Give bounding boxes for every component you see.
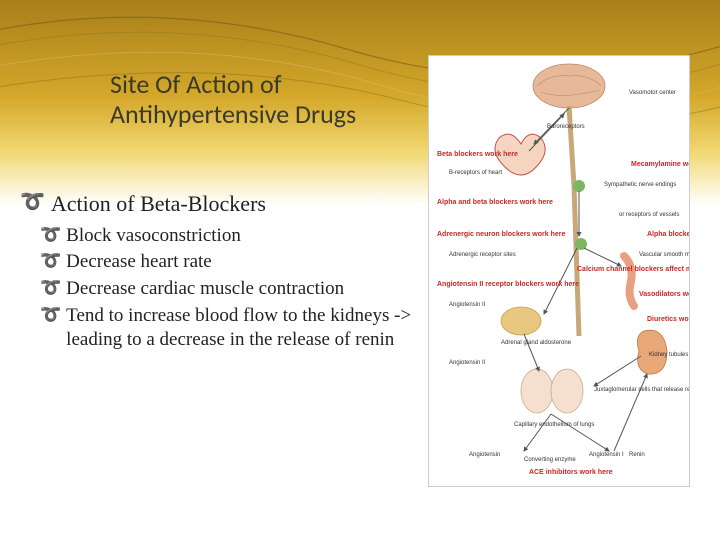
bullet-glyph-icon: ➰	[40, 224, 61, 246]
content-block: ➰ Action of Beta-Blockers ➰ Block vasoco…	[20, 190, 420, 355]
lungs-icon	[521, 369, 583, 413]
annotation-black: Vascular smooth muscle	[639, 252, 689, 258]
slide-title-block: Site Of Action of Antihypertensive Drugs	[110, 70, 380, 130]
annotation-black: Capillary endothelium of lungs	[514, 422, 594, 428]
ganglion-icon	[573, 180, 585, 192]
bullet-glyph-icon: ➰	[20, 190, 45, 214]
annotation-red: Vasodilators work here	[639, 291, 689, 298]
annotation-red: Adrenergic neuron blockers work here	[437, 231, 565, 238]
annotation-red: Diuretics work here	[647, 316, 689, 323]
annotation-black: B-receptors of heart	[449, 170, 502, 176]
annotation-red: Calcium channel blockers affect muscles …	[577, 266, 689, 273]
vessel-icon	[624, 256, 634, 306]
bullet-text: Decrease cardiac muscle contraction	[66, 277, 344, 302]
bullet-text: Block vasoconstriction	[66, 224, 241, 249]
annotation-black: Kidney tubules	[649, 352, 688, 358]
annotation-black: Angiotensin	[469, 452, 500, 458]
bullet-glyph-icon: ➰	[40, 304, 61, 326]
annotation-black: Vasomotor center	[629, 90, 676, 96]
annotation-black: Juxtaglomerular cells that release renin	[594, 387, 689, 393]
annotation-red: Angiotensin II receptor blockers work he…	[437, 281, 579, 288]
annotation-black: Baroreceptors	[547, 124, 585, 130]
bullet-glyph-icon: ➰	[40, 250, 61, 272]
list-item: ➰ Decrease heart rate	[40, 250, 420, 275]
diagram-svg: Beta blockers work here Alpha and beta b…	[429, 56, 689, 486]
annotation-red: Alpha and beta blockers work here	[437, 199, 553, 206]
brain-icon	[533, 64, 605, 108]
list-item: ➰ Block vasoconstriction	[40, 224, 420, 249]
anatomy-diagram: Beta blockers work here Alpha and beta b…	[428, 55, 690, 487]
heading-bullet: ➰ Action of Beta-Blockers	[20, 190, 420, 218]
adrenal-icon	[501, 307, 541, 335]
annotation-black: Sympathetic nerve endings	[604, 182, 676, 188]
bullet-text: Tend to increase blood flow to the kidne…	[66, 304, 420, 353]
annotation-red: Alpha blockers work here	[647, 231, 689, 238]
slide-title: Site Of Action of Antihypertensive Drugs	[110, 70, 380, 130]
annotation-black: Angiotensin I	[589, 452, 624, 458]
annotation-red: Beta blockers work here	[437, 151, 518, 158]
annotation-black: or receptors of vessels	[619, 212, 679, 218]
bullet-glyph-icon: ➰	[40, 277, 61, 299]
sub-bullet-list: ➰ Block vasoconstriction ➰ Decrease hear…	[40, 224, 420, 353]
list-item: ➰ Decrease cardiac muscle contraction	[40, 277, 420, 302]
annotation-black: Angiotensin II	[449, 302, 486, 308]
slide: Site Of Action of Antihypertensive Drugs…	[0, 0, 720, 540]
annotation-red: ACE inhibitors work here	[529, 469, 613, 476]
heading-text: Action of Beta-Blockers	[51, 190, 266, 218]
annotation-black: Angiotensin II	[449, 360, 486, 366]
annotation-black: Adrenergic receptor sites	[449, 252, 516, 258]
annotation-black: Adrenal gland aldosterone	[501, 340, 572, 346]
spinal-cord-icon	[569, 106, 579, 336]
bullet-text: Decrease heart rate	[66, 250, 212, 275]
annotation-black: Renin	[629, 452, 645, 458]
annotation-red: Mecamylamine works here	[631, 161, 689, 168]
list-item: ➰ Tend to increase blood flow to the kid…	[40, 304, 420, 353]
annotation-black: Converting enzyme	[524, 457, 576, 463]
